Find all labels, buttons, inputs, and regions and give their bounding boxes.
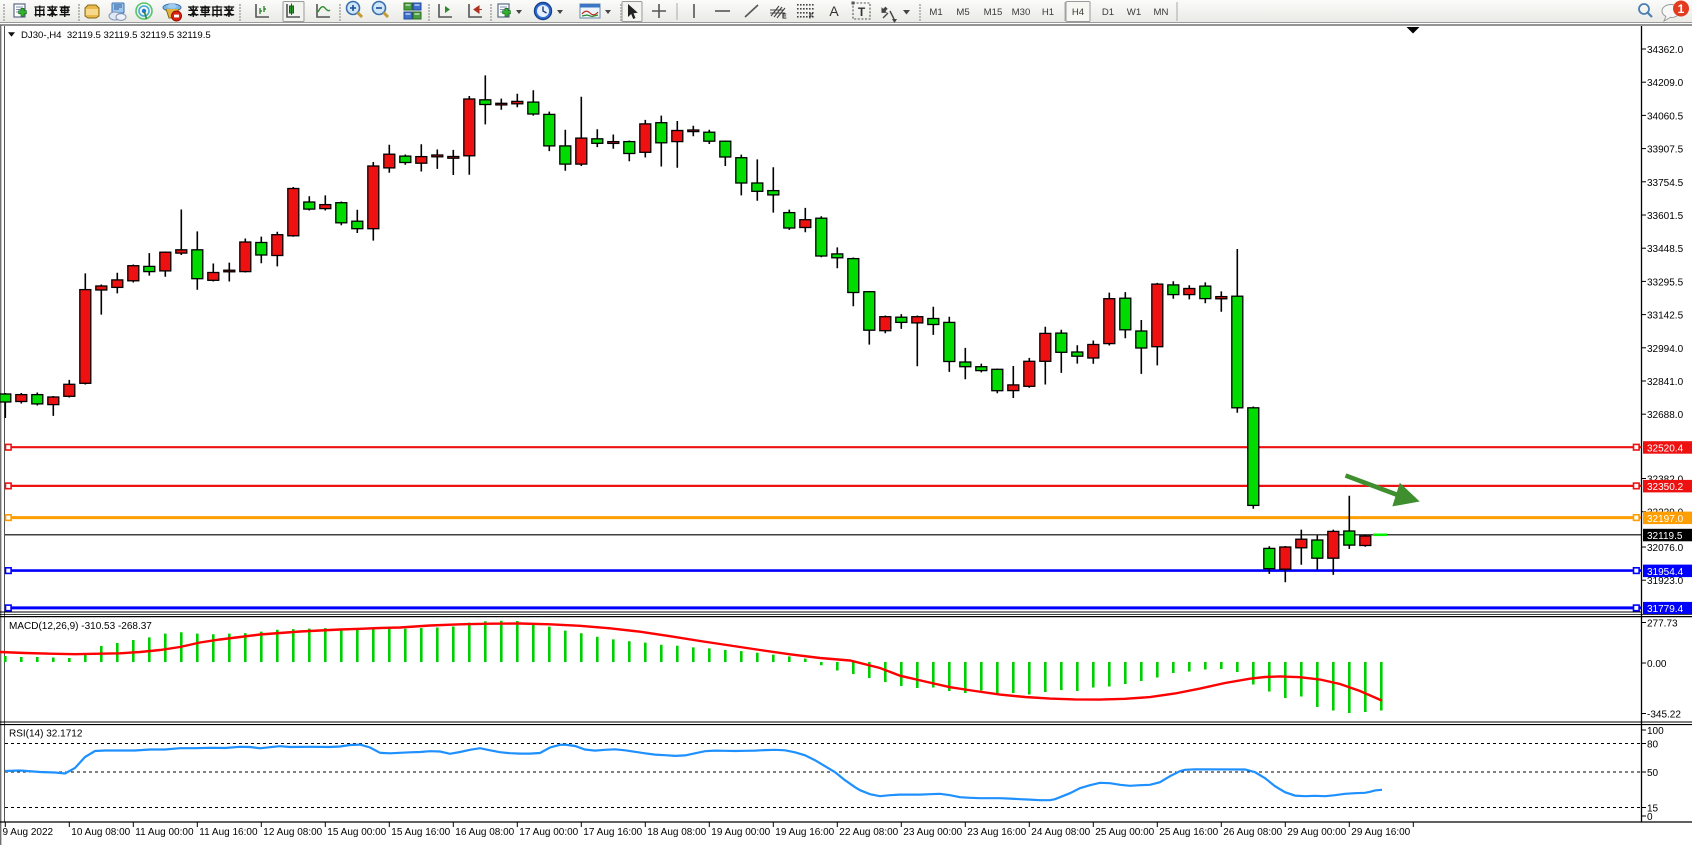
svg-text:19 Aug 16:00: 19 Aug 16:00 [775,827,834,838]
svg-text:32119.5: 32119.5 [1647,531,1683,542]
svg-text:15: 15 [1647,804,1659,815]
svg-text:25 Aug 16:00: 25 Aug 16:00 [1159,827,1218,838]
svg-text:12 Aug 08:00: 12 Aug 08:00 [263,827,322,838]
svg-text:9 Aug 2022: 9 Aug 2022 [3,827,54,838]
svg-text:17 Aug 16:00: 17 Aug 16:00 [583,827,642,838]
svg-text:M5: M5 [956,7,969,18]
svg-text:1: 1 [1678,2,1685,16]
svg-text:32688.0: 32688.0 [1647,410,1684,421]
svg-text:33142.5: 33142.5 [1647,311,1684,322]
svg-text:34060.5: 34060.5 [1647,111,1684,122]
svg-text:33448.5: 33448.5 [1647,244,1684,255]
svg-text:11 Aug 16:00: 11 Aug 16:00 [199,827,258,838]
svg-text:277.73: 277.73 [1647,619,1678,630]
svg-text:80: 80 [1647,740,1659,751]
svg-text:31779.4: 31779.4 [1647,604,1684,615]
svg-text:-345.22: -345.22 [1647,710,1681,721]
svg-text:11 Aug 00:00: 11 Aug 00:00 [135,827,194,838]
svg-text:32994.0: 32994.0 [1647,344,1684,355]
svg-text:31923.0: 31923.0 [1647,576,1684,587]
svg-text:33295.5: 33295.5 [1647,277,1684,288]
svg-text:50: 50 [1647,768,1659,779]
svg-text:15 Aug 16:00: 15 Aug 16:00 [391,827,450,838]
svg-text:23 Aug 16:00: 23 Aug 16:00 [967,827,1026,838]
svg-text:M1: M1 [929,7,942,18]
svg-text:D1: D1 [1102,7,1114,18]
svg-text:29 Aug 00:00: 29 Aug 00:00 [1287,827,1346,838]
svg-text:34362.0: 34362.0 [1647,45,1684,56]
svg-text:F: F [809,14,814,21]
svg-text:16 Aug 08:00: 16 Aug 08:00 [455,827,514,838]
svg-text:M30: M30 [1012,7,1031,18]
svg-text:0: 0 [1647,812,1653,823]
svg-text:26 Aug 08:00: 26 Aug 08:00 [1223,827,1282,838]
svg-text:19 Aug 00:00: 19 Aug 00:00 [711,827,770,838]
svg-text:32841.0: 32841.0 [1647,377,1684,388]
svg-text:RSI(14) 32.1712: RSI(14) 32.1712 [9,729,83,740]
svg-text:10 Aug 08:00: 10 Aug 08:00 [71,827,130,838]
svg-text:MN: MN [1154,7,1169,18]
svg-text:A: A [829,3,839,19]
svg-text:MACD(12,26,9) -310.53 -268.37: MACD(12,26,9) -310.53 -268.37 [9,621,152,632]
svg-text:15 Aug 00:00: 15 Aug 00:00 [327,827,386,838]
svg-text:H4: H4 [1072,7,1085,18]
svg-text:DJ30-,H4 32119.5 32119.5 3211: DJ30-,H4 32119.5 32119.5 32119.5 32119.5 [21,30,211,41]
svg-text:24 Aug 08:00: 24 Aug 08:00 [1031,827,1090,838]
svg-text:32076.0: 32076.0 [1647,543,1684,554]
svg-text:29 Aug 16:00: 29 Aug 16:00 [1351,827,1410,838]
svg-text:0.00: 0.00 [1647,659,1667,670]
svg-text:E: E [782,14,787,21]
svg-text:32350.2: 32350.2 [1647,482,1684,493]
svg-text:32520.4: 32520.4 [1647,443,1684,454]
svg-text:33601.5: 33601.5 [1647,211,1684,222]
svg-text:18 Aug 08:00: 18 Aug 08:00 [647,827,706,838]
svg-text:M15: M15 [984,7,1003,18]
svg-text:22 Aug 08:00: 22 Aug 08:00 [839,827,898,838]
svg-text:100: 100 [1647,726,1664,737]
svg-text:23 Aug 00:00: 23 Aug 00:00 [903,827,962,838]
svg-text:25 Aug 00:00: 25 Aug 00:00 [1095,827,1154,838]
svg-text:31954.4: 31954.4 [1647,567,1684,578]
svg-text:33907.5: 33907.5 [1647,145,1684,156]
svg-text:33754.5: 33754.5 [1647,178,1684,189]
svg-text:17 Aug 00:00: 17 Aug 00:00 [519,827,578,838]
svg-text:34209.0: 34209.0 [1647,78,1684,89]
svg-text:H1: H1 [1042,7,1054,18]
svg-text:W1: W1 [1127,7,1141,18]
svg-text:T: T [858,5,866,19]
svg-text:32197.0: 32197.0 [1647,514,1684,525]
